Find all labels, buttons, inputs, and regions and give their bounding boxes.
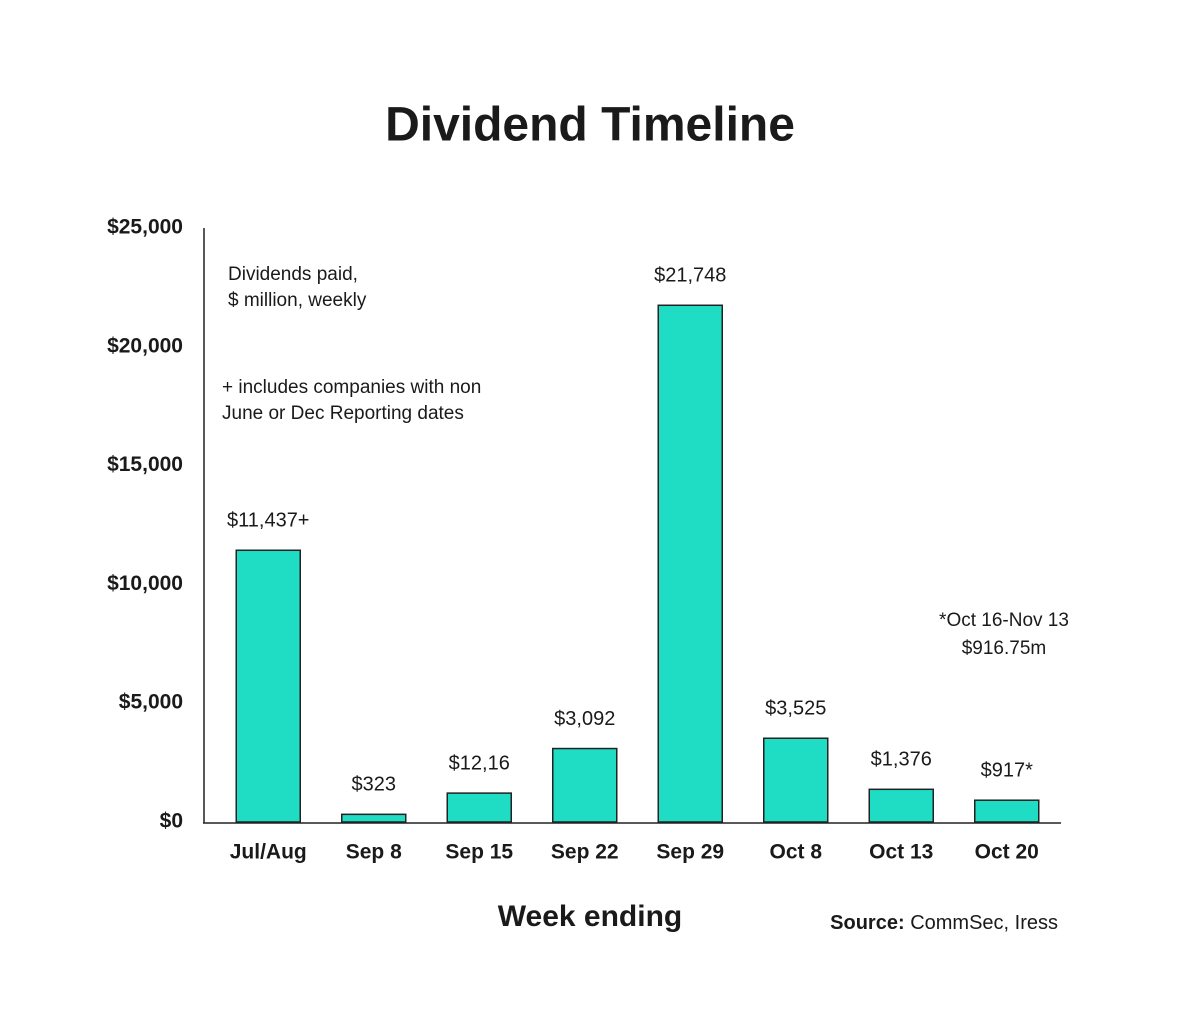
annotation: *Oct 16-Nov 13: [939, 610, 1069, 631]
value-label: $11,437+: [227, 510, 310, 532]
bar: [974, 799, 1040, 823]
value-label: $21,748: [654, 265, 726, 287]
bar: [235, 549, 301, 823]
x-tick-label: Oct 20: [975, 841, 1039, 864]
bar: [552, 747, 618, 823]
bar: [657, 304, 723, 823]
source-label: Source:: [830, 912, 904, 934]
x-tick-label: Oct 8: [769, 841, 822, 864]
bar: [446, 792, 512, 823]
value-label: $3,092: [554, 708, 615, 730]
y-tick-label: $10,000: [107, 572, 183, 595]
value-label: $917*: [981, 759, 1033, 781]
y-tick-label: $25,000: [107, 216, 183, 239]
source: Source: CommSec, Iress: [830, 912, 1058, 934]
bar: [763, 737, 829, 823]
x-axis-label: Week ending: [498, 900, 682, 933]
x-tick-label: Oct 13: [869, 841, 933, 864]
annotation: $916.75m: [962, 638, 1047, 659]
y-tick-label: $15,000: [107, 453, 183, 476]
x-tick-label: Sep 22: [551, 841, 619, 864]
annotation: June or Dec Reporting dates: [222, 403, 464, 424]
y-tick-label: $5,000: [119, 691, 183, 714]
chart-title: Dividend Timeline: [385, 99, 795, 152]
annotation: + includes companies with non: [222, 377, 481, 398]
bar: [341, 813, 407, 823]
y-tick-label: $20,000: [107, 334, 183, 357]
x-tick-label: Sep 8: [346, 841, 402, 864]
value-label: $12,16: [449, 752, 510, 774]
annotation: Dividends paid,: [228, 264, 358, 285]
y-tick-label: $0: [160, 810, 183, 833]
value-label: $323: [352, 774, 397, 796]
annotation: $ million, weekly: [228, 290, 367, 311]
bar: [868, 788, 934, 823]
x-tick-label: Sep 15: [445, 841, 513, 864]
x-tick-label: Jul/Aug: [230, 841, 307, 864]
value-label: $1,376: [871, 749, 932, 771]
x-tick-label: Sep 29: [656, 841, 724, 864]
source-text: CommSec, Iress: [910, 912, 1058, 934]
value-label: $3,525: [765, 698, 826, 720]
